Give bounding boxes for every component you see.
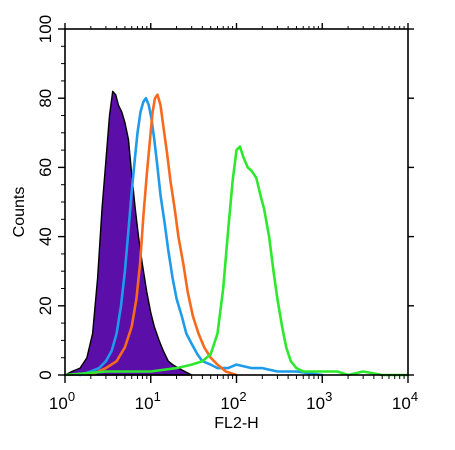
y-axis-title: Counts [11, 187, 28, 238]
x-tick-label: 101 [135, 389, 161, 413]
y-tick-label: 100 [36, 15, 55, 43]
y-tick-label: 20 [36, 296, 55, 315]
y-tick-label: 0 [36, 370, 55, 379]
series-1-line [78, 96, 324, 377]
x-tick-label: 102 [220, 389, 246, 413]
x-tick-label: 104 [392, 389, 418, 413]
series-2-line [89, 93, 238, 377]
y-tick-label: 60 [36, 158, 55, 177]
y-tick-label: 80 [36, 89, 55, 108]
y-tick-label: 40 [36, 227, 55, 246]
x-tick-label: 103 [306, 389, 332, 413]
series-layer [63, 90, 410, 377]
series-3-line [63, 145, 410, 377]
x-tick-label: 100 [49, 389, 75, 413]
axes-layer: 0 20 40 60 80 100 100 101 102 103 104 [36, 15, 418, 413]
x-axis-title: FL2-H [214, 415, 258, 432]
